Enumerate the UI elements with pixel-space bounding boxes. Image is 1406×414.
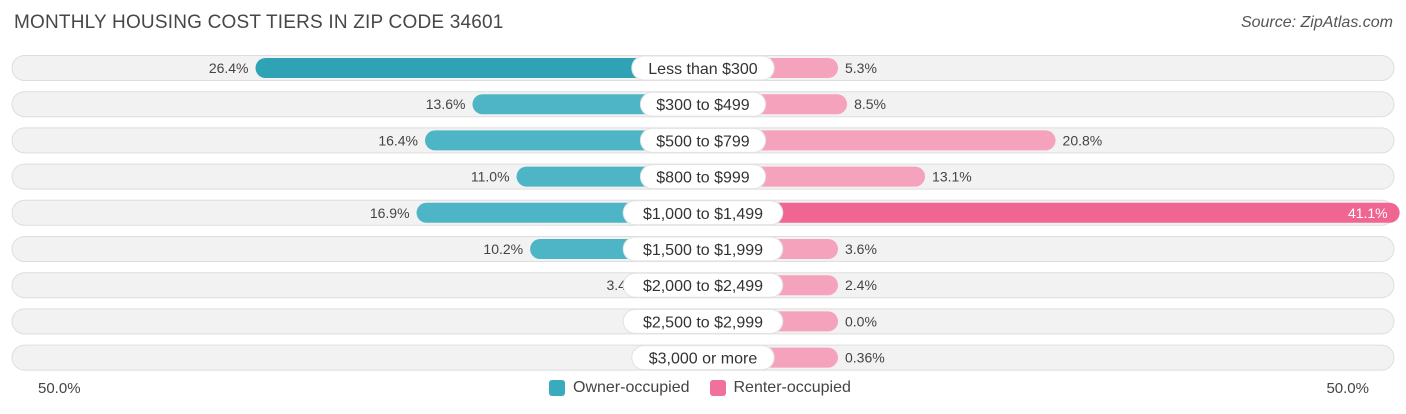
category-label: $500 to $799 [656, 133, 750, 150]
renter-value-label: 0.0% [845, 313, 877, 329]
axis-right-label: 50.0% [1326, 380, 1369, 397]
legend-swatch-renter [709, 380, 726, 396]
owner-value-label: 11.0% [471, 169, 510, 185]
legend-label-renter: Renter-occupied [733, 379, 851, 396]
chart-title: MONTHLY HOUSING COST TIERS IN ZIP CODE 3… [14, 12, 504, 33]
category-label: $800 to $999 [656, 170, 750, 187]
renter-value-label: 20.8% [1063, 132, 1103, 148]
category-pill [622, 200, 784, 226]
renter-value-label: 0.36% [845, 350, 885, 366]
legend: Owner-occupied Renter-occupied [549, 379, 871, 397]
owner-value-label: 16.4% [378, 132, 418, 148]
legend-label-owner: Owner-occupied [573, 379, 690, 396]
owner-value-label: 13.6% [426, 96, 466, 112]
category-label: Less than $300 [648, 61, 758, 78]
owner-value-label: 10.2% [483, 241, 523, 257]
legend-item-renter: Renter-occupied [709, 379, 851, 397]
owner-bar [425, 130, 703, 151]
renter-bar [703, 130, 1056, 151]
category-label: $2,500 to $2,999 [643, 314, 763, 331]
category-pill [639, 127, 767, 153]
category-pill [639, 164, 767, 190]
renter-bar [703, 202, 1400, 223]
category-pill [622, 308, 784, 334]
category-label: $3,000 or more [649, 351, 758, 368]
category-pill [622, 272, 784, 298]
legend-swatch-owner [549, 380, 565, 396]
renter-value-label: 2.4% [845, 277, 877, 293]
owner-bar [255, 58, 703, 78]
category-pill [639, 91, 767, 117]
renter-value-label: 13.1% [932, 169, 972, 185]
source-label: Source: ZipAtlas.com [1240, 14, 1393, 31]
renter-value-label: 8.5% [854, 96, 886, 112]
category-pill [631, 345, 775, 371]
category-pill [622, 236, 784, 262]
axis-left-label: 50.0% [38, 380, 81, 397]
category-label: $2,000 to $2,499 [643, 278, 763, 295]
owner-value-label: 26.4% [209, 60, 249, 76]
category-label: $300 to $499 [656, 97, 750, 114]
owner-value-label: 16.9% [370, 205, 410, 221]
renter-value-label: 3.6% [845, 241, 877, 257]
category-label: $1,500 to $1,999 [643, 242, 763, 259]
renter-value-label: 5.3% [845, 60, 877, 76]
renter-value-label: 41.1% [1348, 205, 1388, 221]
category-label: $1,000 to $1,499 [643, 206, 763, 223]
legend-item-owner: Owner-occupied [549, 379, 690, 397]
category-pill [631, 55, 775, 81]
